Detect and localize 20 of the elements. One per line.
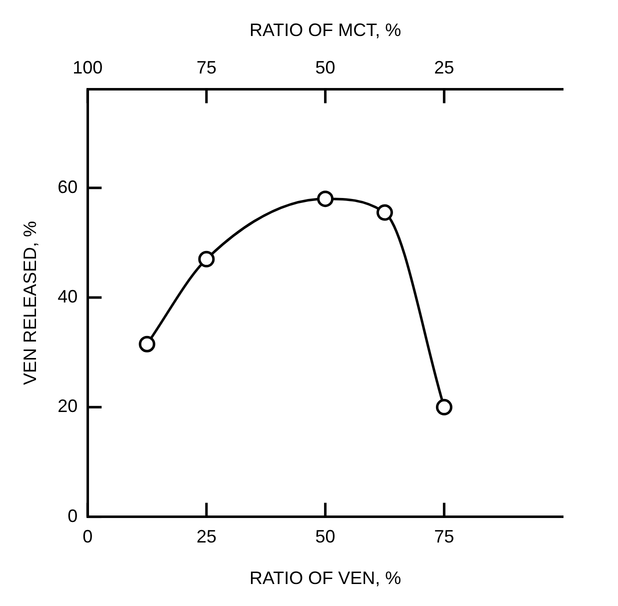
x-axis-title: RATIO OF VEN, % — [249, 568, 402, 588]
point — [376, 204, 393, 221]
x2-tick-label: 100 — [72, 57, 103, 78]
x2-tick-label: 50 — [315, 57, 336, 78]
y-axis-title: VEN RELEASED, % — [20, 220, 40, 386]
x-tick-label: 0 — [82, 526, 93, 547]
x2-axis-title: RATIO OF MCT, % — [249, 20, 402, 40]
y-tick-label: 40 — [58, 286, 78, 306]
y-tick-label: 0 — [68, 506, 78, 526]
x2-tick-label: 25 — [434, 57, 454, 78]
point — [138, 336, 156, 352]
x-tick-label: 75 — [434, 526, 454, 547]
point — [317, 190, 334, 208]
point — [198, 250, 215, 268]
x-tick-label: 25 — [196, 526, 216, 547]
y-tick-label: 60 — [58, 176, 78, 197]
y-tick-label: 20 — [58, 396, 78, 416]
x-tick-label: 50 — [315, 526, 336, 547]
x2-tick-label: 75 — [196, 57, 216, 78]
point — [436, 398, 452, 416]
